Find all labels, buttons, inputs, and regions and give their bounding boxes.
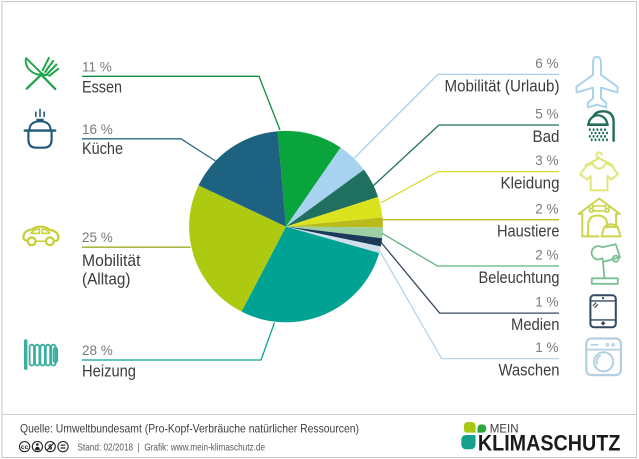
svg-text:28 %: 28 %	[82, 343, 113, 358]
svg-text:Beleuchtung: Beleuchtung	[479, 268, 560, 287]
svg-text:6 %: 6 %	[535, 56, 558, 71]
svg-text:MEIN: MEIN	[490, 423, 519, 435]
svg-text:1 %: 1 %	[535, 295, 558, 310]
svg-text:Heizung: Heizung	[82, 362, 136, 381]
svg-text:16 %: 16 %	[82, 122, 113, 137]
svg-text:KLIMASCHUTZ: KLIMASCHUTZ	[478, 430, 621, 455]
svg-text:1 %: 1 %	[535, 340, 558, 355]
svg-text:Küche: Küche	[82, 139, 123, 158]
svg-text:Medien: Medien	[511, 315, 560, 334]
svg-text:Waschen: Waschen	[499, 361, 560, 380]
svg-text:cc: cc	[21, 444, 29, 451]
svg-text:11 %: 11 %	[82, 60, 112, 75]
svg-text:25 %: 25 %	[82, 230, 113, 245]
svg-text:2 %: 2 %	[535, 201, 558, 216]
svg-text:Mobilität: Mobilität	[82, 251, 141, 270]
svg-text:Haustiere: Haustiere	[497, 222, 560, 241]
svg-text:Bad: Bad	[533, 127, 560, 146]
svg-text:2 %: 2 %	[535, 248, 558, 263]
svg-text:Stand: 02/2018 | Grafik: www: Stand: 02/2018 | Grafik: www.mein-klimas…	[78, 441, 266, 453]
svg-text:Mobilität (Urlaub): Mobilität (Urlaub)	[445, 77, 560, 96]
svg-text:(Alltag): (Alltag)	[82, 270, 131, 289]
svg-text:3 %: 3 %	[535, 153, 558, 168]
svg-text:Kleidung: Kleidung	[501, 174, 560, 193]
svg-text:Essen: Essen	[82, 78, 122, 97]
svg-text:5 %: 5 %	[535, 107, 558, 122]
svg-text:Quelle: Umweltbundesamt (Pro-K: Quelle: Umweltbundesamt (Pro-Kopf-Verbrä…	[20, 422, 359, 436]
